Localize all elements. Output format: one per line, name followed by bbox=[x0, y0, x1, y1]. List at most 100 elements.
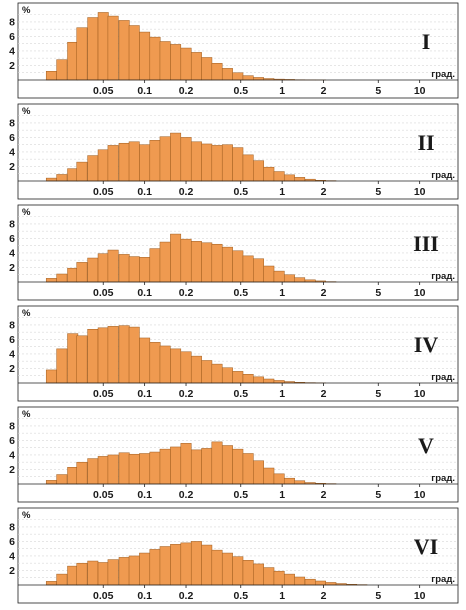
histogram-bar bbox=[180, 238, 192, 283]
x-tick-label: 0.5 bbox=[233, 590, 248, 602]
histogram-bar bbox=[201, 57, 213, 81]
x-tick-label: 0.5 bbox=[233, 489, 248, 501]
histogram-bar bbox=[128, 555, 140, 586]
y-tick-label: 4 bbox=[9, 146, 15, 158]
x-tick-label: 5 bbox=[375, 287, 381, 299]
histogram-bar bbox=[294, 576, 306, 586]
histogram-bar bbox=[107, 15, 119, 81]
histogram-bar bbox=[304, 578, 316, 586]
panel-frame bbox=[17, 507, 459, 604]
histogram-bar bbox=[294, 277, 306, 283]
histogram-bar bbox=[56, 273, 68, 283]
histogram-bar bbox=[263, 567, 275, 586]
histogram-bar bbox=[273, 270, 285, 283]
histogram-bar bbox=[118, 557, 130, 586]
x-tick-label: 2 bbox=[321, 489, 327, 501]
histogram-bar bbox=[159, 136, 171, 182]
histogram-bar bbox=[128, 256, 140, 283]
histogram-bar bbox=[87, 257, 99, 283]
x-tick-label: 0.05 bbox=[93, 186, 114, 198]
histogram-bar bbox=[45, 480, 57, 485]
histogram-panel: 2 4 6 8% 0.05 0.1 0.2 0.5 1 2 5 10 град. IV bbox=[9, 305, 459, 402]
histogram-bar bbox=[201, 360, 213, 384]
histogram-bar bbox=[76, 262, 88, 283]
x-tick-label: 0.2 bbox=[179, 388, 194, 400]
histogram-bar bbox=[180, 542, 192, 586]
histogram-bar bbox=[107, 249, 119, 283]
x-tick-label: 1 bbox=[279, 85, 285, 97]
histogram-bar bbox=[67, 267, 79, 283]
histogram-bar bbox=[128, 453, 140, 485]
panel-label: V bbox=[418, 433, 434, 458]
y-tick-label: 4 bbox=[9, 449, 15, 461]
histogram-bar bbox=[56, 174, 68, 182]
histogram-bar bbox=[273, 473, 285, 485]
histogram-bar bbox=[45, 278, 57, 283]
histogram-bar bbox=[107, 454, 119, 485]
y-axis-label: % bbox=[22, 5, 31, 16]
y-tick-label: 8 bbox=[9, 16, 15, 28]
panel-label: VI bbox=[414, 534, 438, 559]
histogram-bar bbox=[56, 348, 68, 384]
histogram-bar bbox=[87, 155, 99, 182]
histogram-bar bbox=[139, 453, 151, 485]
histogram-bar bbox=[190, 141, 202, 182]
y-tick-label: 2 bbox=[9, 262, 15, 274]
y-axis-label: % bbox=[22, 409, 31, 420]
histogram-bar bbox=[76, 27, 88, 81]
x-tick-label: 5 bbox=[375, 388, 381, 400]
y-tick-label: 2 bbox=[9, 363, 15, 375]
histogram-bar bbox=[273, 570, 285, 586]
histogram-bar bbox=[201, 448, 213, 485]
histogram-bar bbox=[170, 446, 182, 485]
panel-label: II bbox=[417, 130, 434, 155]
histogram-bar bbox=[253, 460, 264, 485]
x-axis-label: град. bbox=[431, 574, 455, 585]
x-tick-label: 10 bbox=[414, 388, 426, 400]
x-tick-label: 1 bbox=[279, 186, 285, 198]
histogram-bar bbox=[118, 254, 130, 283]
x-tick-label: 1 bbox=[279, 489, 285, 501]
histogram-bar bbox=[283, 477, 295, 485]
histogram-bar bbox=[201, 143, 213, 182]
histogram-bar bbox=[159, 345, 171, 384]
histogram-bar bbox=[253, 563, 264, 586]
histogram-bar bbox=[139, 552, 151, 586]
histogram-bar bbox=[180, 351, 192, 384]
x-tick-label: 5 bbox=[375, 590, 381, 602]
histogram-bar bbox=[232, 556, 244, 586]
histogram-bar bbox=[149, 451, 161, 485]
histogram-bar bbox=[87, 329, 99, 384]
histogram-bar bbox=[67, 565, 79, 586]
histogram-bar bbox=[283, 174, 295, 182]
histogram-bar bbox=[170, 348, 182, 384]
histogram-bar bbox=[211, 549, 223, 586]
histogram-bar bbox=[128, 25, 140, 81]
histogram-bar bbox=[159, 241, 171, 283]
y-tick-label: 8 bbox=[9, 117, 15, 129]
x-tick-label: 1 bbox=[279, 287, 285, 299]
x-tick-label: 5 bbox=[375, 489, 381, 501]
histogram-bar bbox=[211, 243, 223, 283]
histogram-bar bbox=[283, 274, 295, 283]
histogram-bar bbox=[221, 552, 233, 586]
x-tick-label: 1 bbox=[279, 388, 285, 400]
histogram-bar bbox=[221, 367, 233, 384]
x-tick-label: 0.05 bbox=[93, 388, 114, 400]
y-tick-label: 6 bbox=[9, 132, 15, 144]
histogram-bar bbox=[107, 326, 119, 384]
x-tick-label: 10 bbox=[414, 590, 426, 602]
y-tick-label: 4 bbox=[9, 45, 15, 57]
histogram-bar bbox=[67, 467, 79, 485]
histogram-bar bbox=[170, 544, 182, 586]
histogram-bar bbox=[180, 443, 192, 485]
x-axis-label: град. bbox=[431, 170, 455, 181]
histogram-bar bbox=[201, 544, 213, 586]
y-axis-label: % bbox=[22, 207, 31, 218]
histogram-bar bbox=[118, 325, 130, 384]
histogram-bar bbox=[263, 166, 275, 182]
histogram-bar bbox=[242, 75, 254, 81]
histogram-bar bbox=[242, 154, 254, 182]
histogram-bar bbox=[170, 44, 182, 81]
